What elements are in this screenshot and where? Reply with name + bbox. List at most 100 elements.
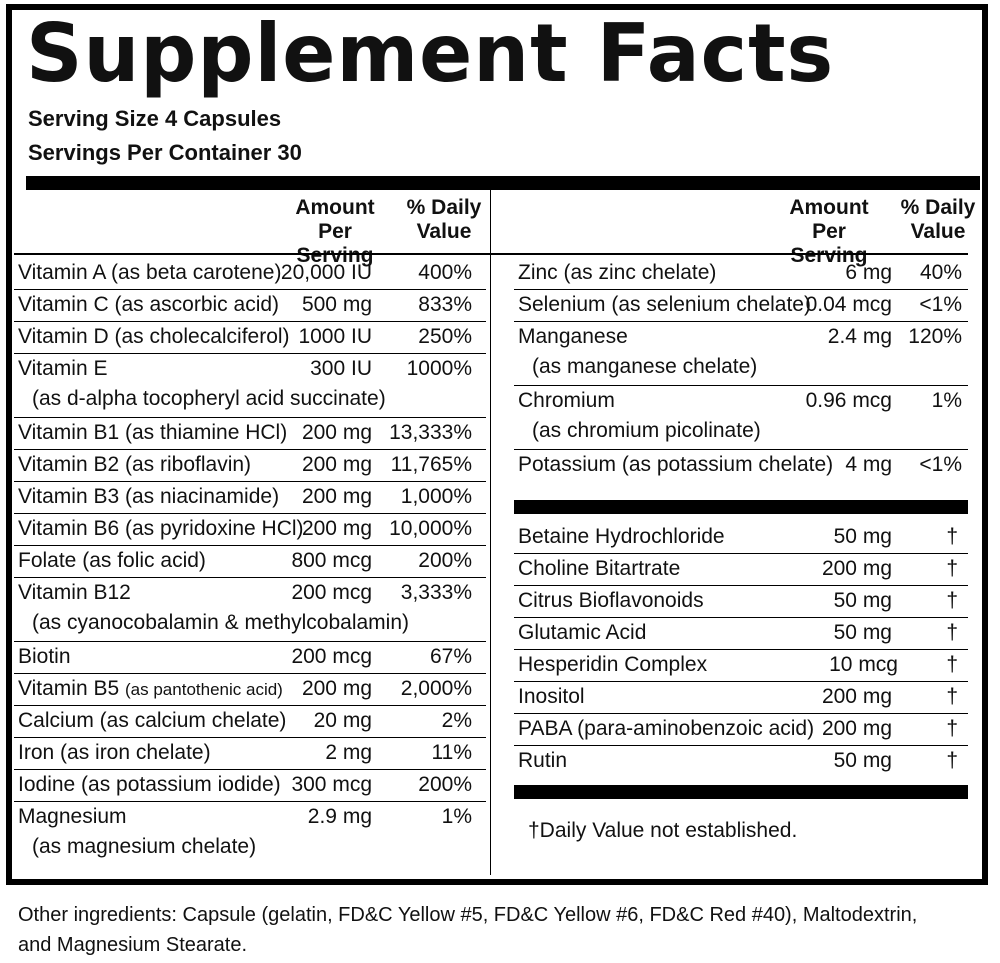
nutrient-row: Vitamin A (as beta carotene) 20,000 IU 4… [14,258,486,290]
nutrient-row: Vitamin B3 (as niacinamide) 200 mg 1,000… [14,482,486,514]
nutrient-amount: 2 mg [325,741,372,764]
nutrient-amount: 6 mg [845,261,892,284]
nutrient-amount: 500 mg [301,293,372,316]
ingredient-row: Betaine Hydrochloride 50 mg † [514,522,968,554]
nutrient-name: Vitamin B12 [18,581,131,604]
nutrient-amount: 20,000 IU [280,261,372,284]
right-amount-header-line1: Amount Per [789,196,869,243]
left-dv-header-line1: % Daily [406,196,482,219]
nutrient-name: Vitamin B1 (as thiamine HCl) [18,421,288,444]
nutrient-name-main: Vitamin B5 [18,677,120,700]
nutrient-daily-value: 3,333% [400,581,472,604]
nutrient-name: Vitamin B5 (as pantothenic acid) [18,674,283,705]
nutrient-daily-value: <1% [919,453,962,476]
nutrient-daily-value: 11,765% [390,453,472,476]
ingredient-name: Hesperidin Complex [518,653,708,676]
nutrient-name: Vitamin B2 (as riboflavin) [18,453,252,476]
thick-divider-middle [514,500,968,514]
nutrient-row: Vitamin C (as ascorbic acid) 500 mg 833% [14,290,486,322]
nutrient-name: Chromium [518,389,615,412]
nutrient-amount: 0.96 mcg [805,389,892,412]
right-dv-header-line2: Value [910,220,966,243]
nutrient-amount: 200 mg [301,453,372,476]
ingredient-amount: 10 mcg [829,653,898,676]
ingredient-row: Citrus Bioflavonoids 50 mg † [514,586,968,618]
nutrient-amount: 20 mg [313,709,372,732]
right-dv-header: % Daily Value [896,196,980,244]
nutrient-amount: 200 mcg [291,645,372,668]
ingredient-row: Hesperidin Complex 10 mcg † [514,650,968,682]
nutrient-row: Vitamin E (as d-alpha tocopheryl acid su… [14,354,486,418]
left-nutrient-list: Vitamin A (as beta carotene) 20,000 IU 4… [14,258,486,866]
nutrient-name: Zinc (as zinc chelate) [518,261,717,284]
nutrient-name: Folate (as folic acid) [18,549,206,572]
daily-value-footnote: †Daily Value not established. [528,819,798,842]
nutrient-daily-value: 13,333% [389,421,472,444]
ingredient-amount: 200 mg [821,557,892,580]
nutrient-name: Vitamin B3 (as niacinamide) [18,485,280,508]
left-amount-header-line1: Amount Per [295,196,375,243]
nutrient-name: Iodine (as potassium iodide) [18,773,281,796]
ingredient-amount: 200 mg [821,685,892,708]
right-amount-header-line2: Serving [790,244,868,267]
ingredient-name: Choline Bitartrate [518,557,681,580]
nutrient-name: Vitamin A (as beta carotene) [18,261,282,284]
nutrient-daily-value: 1% [931,389,962,412]
ingredient-row: PABA (para-aminobenzoic acid) 200 mg † [514,714,968,746]
ingredient-daily-value: † [946,749,958,772]
ingredient-daily-value: † [946,653,958,676]
ingredient-daily-value: † [946,557,958,580]
nutrient-daily-value: 120% [908,325,962,348]
nutrient-name: Potassium (as potassium chelate) [518,453,834,476]
servings-per-container: Servings Per Container 30 [28,140,302,165]
panel-title: Supplement Facts [26,7,835,100]
other-ingredient-list: Betaine Hydrochloride 50 mg † Choline Bi… [514,522,968,778]
nutrient-daily-value: 67% [429,645,472,668]
nutrient-daily-value: 2,000% [400,677,472,700]
ingredient-daily-value: † [946,621,958,644]
nutrient-name: Calcium (as calcium chelate) [18,709,287,732]
left-dv-header: % Daily Value [402,196,486,244]
ingredient-daily-value: † [946,685,958,708]
ingredient-amount: 50 mg [833,525,892,548]
nutrient-row: Vitamin B1 (as thiamine HCl) 200 mg 13,3… [14,418,486,450]
other-ingredients: Other ingredients: Capsule (gelatin, FD&… [18,900,998,960]
nutrient-daily-value: 250% [418,325,472,348]
nutrient-row: Vitamin B5 (as pantothenic acid) 200 mg … [14,674,486,706]
nutrient-source: (as manganese chelate) [532,355,758,378]
nutrient-daily-value: 200% [418,549,472,572]
nutrient-row: Folate (as folic acid) 800 mcg 200% [14,546,486,578]
nutrient-source: (as d-alpha tocopheryl acid succinate) [32,387,386,410]
left-header-rule [14,253,490,255]
nutrient-row: Iron (as iron chelate) 2 mg 11% [14,738,486,770]
nutrient-amount: 200 mg [301,485,372,508]
nutrient-amount: 0.04 mcg [805,293,892,316]
nutrient-amount: 300 mcg [291,773,372,796]
ingredient-daily-value: † [946,717,958,740]
nutrient-source: (as magnesium chelate) [32,835,257,858]
ingredient-row: Choline Bitartrate 200 mg † [514,554,968,586]
nutrient-amount: 200 mg [301,677,372,700]
nutrient-name: Vitamin B6 (as pyridoxine HCl) [18,517,304,540]
nutrient-name: Vitamin C (as ascorbic acid) [18,293,280,316]
thick-divider-bottom [514,785,968,799]
nutrient-row: Manganese (as manganese chelate) 2.4 mg … [514,322,968,386]
nutrient-name: Iron (as iron chelate) [18,741,211,764]
nutrient-daily-value: 1000% [406,357,472,380]
nutrient-row: Selenium (as selenium chelate) 0.04 mcg … [514,290,968,322]
nutrient-source: (as chromium picolinate) [532,419,761,442]
nutrient-row: Vitamin B12 (as cyanocobalamin & methylc… [14,578,486,642]
nutrient-amount: 2.4 mg [827,325,892,348]
ingredient-amount: 200 mg [821,717,892,740]
column-divider [490,180,491,875]
right-nutrient-list: Zinc (as zinc chelate) 6 mg 40% Selenium… [514,258,968,482]
nutrient-name: Biotin [18,645,71,668]
nutrient-name: Magnesium [18,805,127,828]
nutrient-amount: 200 mg [301,517,372,540]
ingredient-name: Betaine Hydrochloride [518,525,725,548]
nutrient-daily-value: 1,000% [400,485,472,508]
nutrient-row: Iodine (as potassium iodide) 300 mcg 200… [14,770,486,802]
ingredient-name: Inositol [518,685,585,708]
nutrient-row: Biotin 200 mcg 67% [14,642,486,674]
nutrient-amount: 2.9 mg [307,805,372,828]
